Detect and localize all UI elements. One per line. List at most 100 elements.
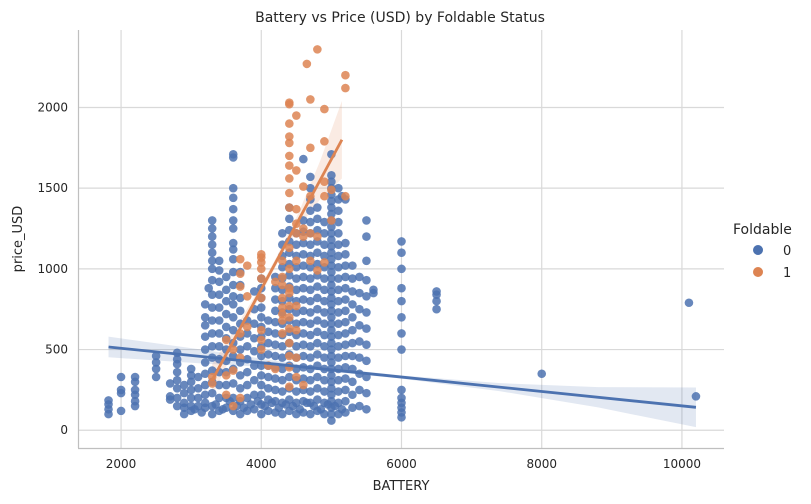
data-point-0 (355, 321, 364, 330)
data-point-1 (271, 277, 280, 287)
data-point-0 (228, 300, 238, 309)
data-point-0 (320, 251, 329, 261)
data-point-0 (313, 372, 322, 382)
data-point-0 (207, 316, 217, 325)
data-point-0 (397, 237, 406, 246)
data-point-0 (214, 316, 224, 325)
data-point-0 (362, 232, 371, 241)
data-point-0 (306, 353, 315, 362)
data-point-0 (200, 300, 210, 309)
data-point-0 (334, 387, 343, 396)
data-point-1 (292, 372, 301, 382)
data-point-0 (341, 385, 350, 395)
data-point-0 (116, 385, 126, 395)
data-point-0 (320, 387, 329, 396)
data-point-0 (214, 329, 224, 338)
data-point-0 (334, 330, 343, 340)
data-point-0 (172, 383, 182, 393)
data-point-0 (207, 275, 217, 285)
data-point-0 (327, 358, 336, 367)
data-point-0 (292, 240, 301, 249)
data-point-0 (278, 353, 287, 362)
data-point-0 (172, 367, 182, 377)
data-point-1 (242, 261, 252, 270)
data-point-0 (235, 293, 245, 303)
y-tick-label: 1500 (37, 181, 68, 195)
data-point-0 (313, 225, 322, 235)
data-point-0 (348, 377, 357, 387)
data-point-0 (271, 374, 280, 383)
data-point-1 (299, 182, 308, 191)
data-point-0 (313, 395, 322, 404)
data-point-0 (341, 340, 350, 350)
data-point-0 (116, 406, 126, 416)
y-tick-labels: 0 500 1000 1500 2000 (37, 100, 68, 437)
data-point-0 (313, 338, 322, 348)
data-point-0 (207, 329, 217, 338)
data-point-0 (397, 248, 406, 258)
data-point-0 (271, 396, 280, 406)
x-tick-label: 6000 (386, 457, 417, 471)
data-point-0 (242, 393, 252, 403)
data-point-1 (299, 380, 308, 390)
data-point-0 (214, 266, 224, 275)
legend-label-1: 1 (783, 266, 791, 281)
data-point-0 (334, 342, 343, 351)
y-tick-label: 0 (60, 423, 68, 437)
data-point-0 (151, 358, 161, 367)
data-point-1 (278, 256, 287, 266)
data-point-0 (334, 262, 343, 272)
data-point-0 (362, 256, 371, 266)
confidence-band-0 (108, 336, 696, 428)
legend: Foldable 0 1 (733, 222, 792, 281)
data-point-1 (256, 335, 266, 345)
data-point-0 (249, 333, 259, 343)
data-point-0 (334, 375, 343, 385)
data-point-0 (306, 262, 315, 272)
data-point-0 (320, 330, 329, 340)
data-point-0 (299, 283, 308, 293)
data-point-0 (348, 261, 357, 270)
data-point-0 (172, 354, 182, 364)
data-point-0 (249, 375, 259, 385)
data-point-0 (320, 229, 329, 238)
data-point-0 (242, 342, 252, 351)
data-point-0 (341, 283, 350, 293)
data-point-1 (285, 132, 294, 141)
data-point-0 (341, 396, 350, 406)
data-point-1 (285, 119, 294, 128)
data-point-0 (334, 319, 343, 329)
data-point-1 (285, 382, 294, 391)
data-point-0 (341, 295, 350, 304)
data-point-1 (228, 401, 238, 411)
data-point-0 (221, 296, 231, 306)
data-point-1 (292, 204, 301, 214)
data-point-0 (299, 295, 308, 304)
data-point-0 (327, 254, 336, 264)
data-point-1 (320, 258, 329, 267)
data-point-0 (341, 374, 350, 383)
data-point-0 (285, 372, 294, 382)
data-point-0 (320, 342, 329, 351)
data-point-0 (334, 274, 343, 283)
data-point-0 (207, 256, 217, 266)
data-point-0 (362, 308, 371, 317)
data-point-1 (242, 322, 252, 332)
data-point-1 (292, 301, 301, 311)
data-point-1 (292, 111, 301, 120)
data-point-0 (130, 396, 140, 406)
data-point-1 (320, 104, 329, 114)
data-point-0 (242, 406, 252, 416)
data-point-0 (327, 332, 336, 341)
data-point-0 (228, 193, 238, 203)
data-point-0 (306, 285, 315, 295)
data-point-0 (271, 295, 280, 304)
data-point-0 (214, 342, 224, 351)
data-point-1 (306, 143, 315, 153)
data-point-0 (348, 287, 357, 296)
data-point-0 (306, 319, 315, 329)
data-point-0 (313, 304, 322, 314)
data-point-0 (334, 183, 343, 193)
data-point-0 (313, 203, 322, 212)
data-points (104, 45, 701, 425)
